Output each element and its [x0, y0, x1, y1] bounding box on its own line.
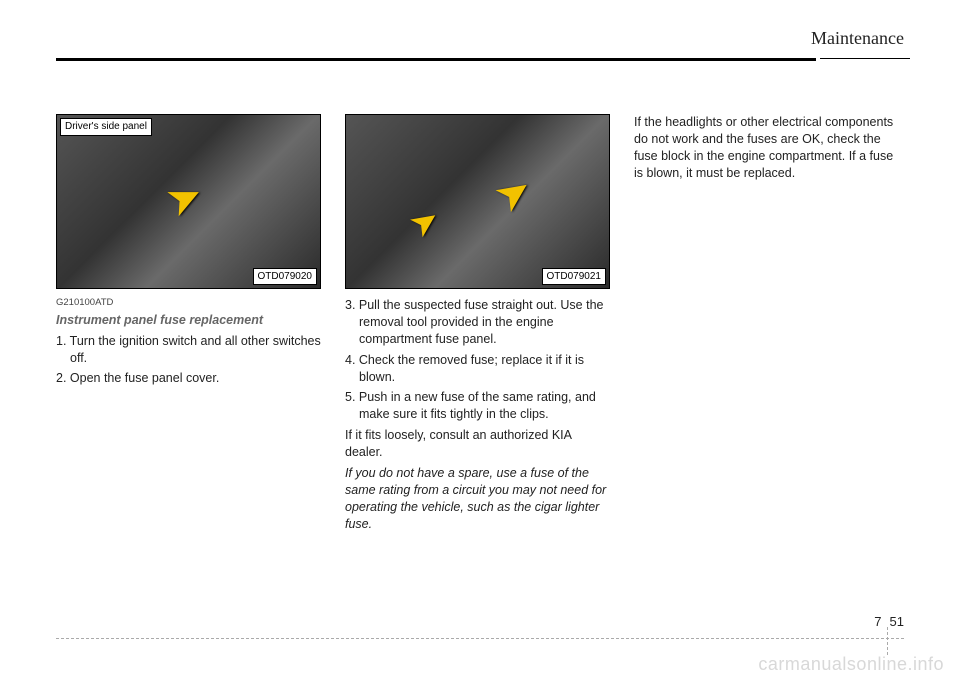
paragraph-italic: If you do not have a spare, use a fuse o… [345, 465, 610, 533]
figure-driver-panel: Driver's side panel ➤ OTD079020 [56, 114, 321, 289]
page: Maintenance Driver's side panel ➤ OTD079… [0, 0, 960, 689]
subheading: Instrument panel fuse replacement [56, 312, 321, 329]
paragraph: If the headlights or other electrical co… [634, 114, 899, 182]
step-list-1: 1. Turn the ignition switch and all othe… [56, 333, 321, 388]
step-item: 1. Turn the ignition switch and all othe… [56, 333, 321, 367]
step-item: 4. Check the removed fuse; replace it if… [345, 352, 610, 386]
figure-tag-bottomright: OTD079020 [253, 268, 317, 286]
column-2: ➤ ➤ OTD079021 3. Pull the suspected fuse… [345, 114, 610, 536]
column-1: Driver's side panel ➤ OTD079020 G210100A… [56, 114, 321, 536]
figure-tag-bottomright: OTD079021 [542, 268, 606, 286]
footer-dash-vertical [887, 627, 888, 655]
step-item: 5. Push in a new fuse of the same rating… [345, 389, 610, 423]
doc-code: G210100ATD [56, 297, 321, 310]
arrow-icon: ➤ [157, 165, 213, 231]
figure-engine-compartment: ➤ ➤ OTD079021 [345, 114, 610, 289]
figure-tag-topleft: Driver's side panel [60, 118, 152, 136]
page-header: Maintenance [56, 28, 904, 64]
step-item: 3. Pull the suspected fuse straight out.… [345, 297, 610, 348]
page-footer: 7 51 [874, 614, 904, 629]
section-title: Maintenance [811, 28, 904, 49]
footer-dash-horizontal [56, 638, 904, 639]
chapter-number: 7 [874, 614, 881, 629]
step-item: 2. Open the fuse panel cover. [56, 370, 321, 387]
content-columns: Driver's side panel ➤ OTD079020 G210100A… [56, 114, 904, 536]
page-number: 51 [890, 614, 904, 629]
step-list-2: 3. Pull the suspected fuse straight out.… [345, 297, 610, 423]
arrow-icon: ➤ [483, 160, 544, 227]
watermark: carmanualsonline.info [758, 654, 944, 675]
paragraph: If it fits loosely, consult an authorize… [345, 427, 610, 461]
header-rule-thick [56, 58, 816, 61]
column-3: If the headlights or other electrical co… [634, 114, 899, 536]
arrow-icon: ➤ [400, 196, 450, 250]
header-rule-thin [820, 58, 910, 59]
